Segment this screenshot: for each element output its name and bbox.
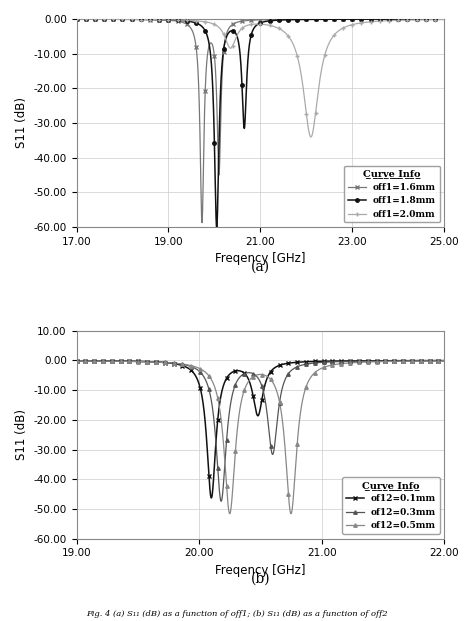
Y-axis label: S11 (dB): S11 (dB) xyxy=(15,409,28,460)
Text: Fig. 4 (a) S₁₁ (dB) as a function of off1; (b) S₁₁ (dB) as a function of off2: Fig. 4 (a) S₁₁ (dB) as a function of off… xyxy=(86,610,388,618)
Text: (a): (a) xyxy=(251,260,270,274)
Legend: of12=0.1mm, of12=0.3mm, of12=0.5mm: of12=0.1mm, of12=0.3mm, of12=0.5mm xyxy=(342,478,440,534)
Text: (b): (b) xyxy=(251,572,270,586)
X-axis label: Freqency [GHz]: Freqency [GHz] xyxy=(215,252,306,265)
Y-axis label: S11 (dB): S11 (dB) xyxy=(15,97,28,148)
Legend: off1=1.6mm, off1=1.8mm, off1=2.0mm: off1=1.6mm, off1=1.8mm, off1=2.0mm xyxy=(344,166,440,222)
X-axis label: Freqency [GHz]: Freqency [GHz] xyxy=(215,564,306,577)
